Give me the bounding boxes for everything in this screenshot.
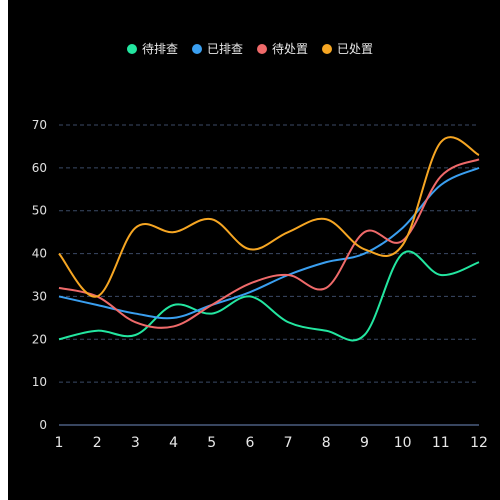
legend-dot-icon [191, 43, 202, 54]
y-tick-label: 50 [32, 204, 47, 218]
y-tick-label: 10 [32, 375, 47, 389]
series-line-0 [58, 250, 480, 342]
legend-item-disposed[interactable]: 已处置 [322, 40, 373, 57]
legend-label: 已处置 [337, 42, 374, 56]
x-tick-label: 4 [169, 435, 178, 451]
y-tick-label: 60 [32, 161, 47, 175]
legend-label: 已排查 [206, 42, 243, 56]
y-tick-label: 20 [32, 332, 47, 346]
y-tick-label: 0 [39, 418, 47, 432]
left-edge-strip [0, 0, 8, 500]
y-tick-label: 30 [32, 289, 47, 303]
x-tick-label: 2 [93, 435, 102, 451]
x-tick-label: 9 [360, 435, 369, 451]
legend-dot-icon [126, 43, 137, 54]
y-tick-label: 70 [32, 118, 47, 132]
legend-item-pending-disposal[interactable]: 待处置 [257, 40, 308, 57]
legend-item-pending-check[interactable]: 待排查 [126, 40, 178, 57]
x-tick-label: 6 [245, 435, 254, 451]
x-tick-label: 3 [131, 435, 140, 451]
series-line-1 [58, 166, 480, 320]
series-line-3 [58, 136, 480, 298]
legend-label: 待排查 [141, 42, 178, 56]
x-tick-label: 10 [394, 435, 412, 451]
x-tick-label: 5 [207, 435, 216, 451]
x-tick-label: 1 [55, 435, 64, 451]
legend-item-checked[interactable]: 已排查 [191, 40, 243, 57]
x-tick-label: 11 [432, 435, 450, 451]
x-tick-label: 12 [470, 435, 488, 451]
x-tick-label: 7 [284, 435, 293, 451]
legend-dot-icon [257, 43, 267, 54]
chart-legend: 待排查 已排查 待处置 已处置 [0, 40, 500, 57]
legend-dot-icon [322, 43, 333, 54]
y-tick-label: 40 [32, 247, 47, 261]
legend-label: 待处置 [272, 42, 309, 56]
x-tick-label: 8 [322, 435, 331, 451]
